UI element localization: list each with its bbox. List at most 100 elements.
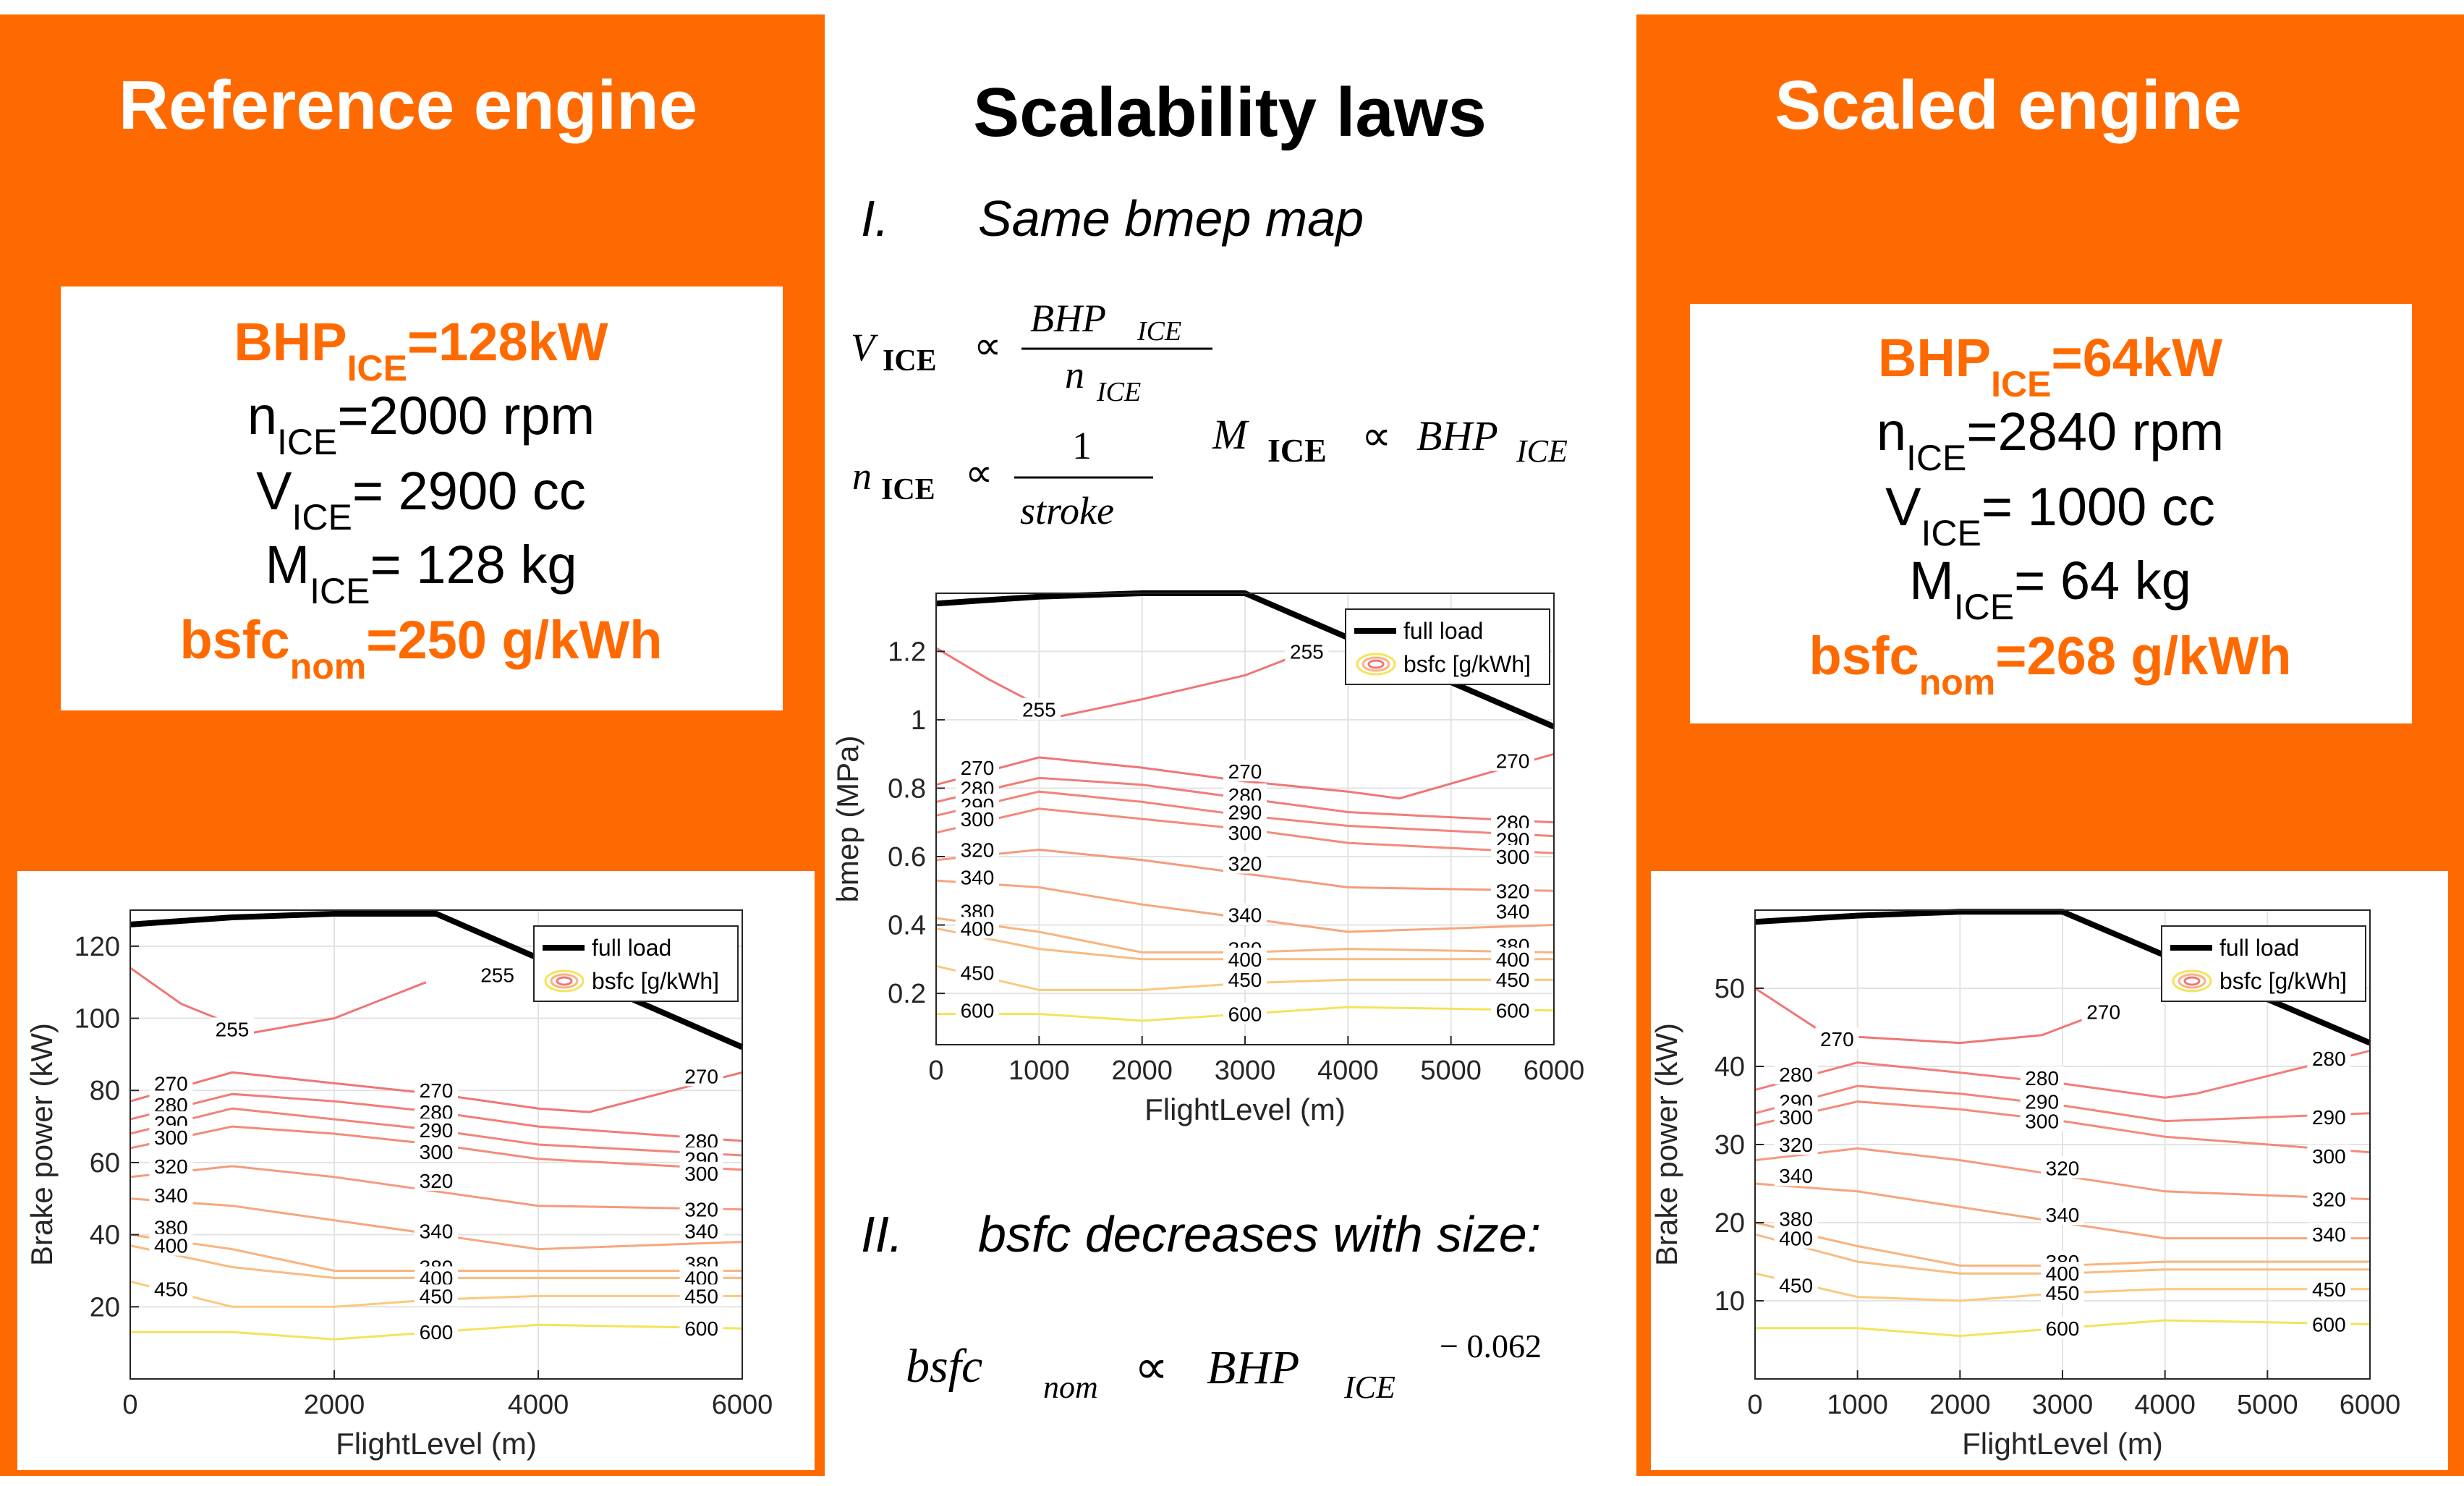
- x-tick-label: 2000: [1111, 1056, 1173, 1086]
- contour-label: 600: [1228, 1003, 1262, 1025]
- contour-label: 290: [2312, 1106, 2346, 1129]
- contour-label: 320: [684, 1199, 718, 1221]
- legend-bsfc-label: bsfc [g/kWh]: [1403, 651, 1531, 677]
- contour-label-background: [1774, 1207, 1818, 1229]
- contour-label-background: [1491, 749, 1535, 771]
- left-m-sub: ICE: [310, 571, 370, 611]
- y-axis-label: Brake power (kW): [1649, 1023, 1683, 1266]
- contour-label-background: [2081, 1000, 2125, 1022]
- x-tick-label: 0: [122, 1390, 137, 1420]
- contour-label-background: [2307, 1187, 2351, 1210]
- right-bhp-line: BHPICE=64kW: [1878, 328, 2222, 404]
- right-m-sub: ICE: [1954, 587, 2014, 627]
- left-bsfc-base: bsfc: [180, 610, 290, 670]
- contour-label-background: [415, 1079, 458, 1101]
- y-tick-label: 120: [75, 932, 120, 962]
- left-n-value: =2000 rpm: [337, 386, 595, 446]
- contour-label: 270: [1496, 750, 1530, 773]
- contour-label: 320: [154, 1155, 188, 1178]
- contour-label-background: [955, 998, 999, 1021]
- contour-label: 320: [2046, 1157, 2080, 1179]
- contour-label-background: [1774, 1164, 1818, 1186]
- right-n-value: =2840 rpm: [1966, 402, 2224, 462]
- left-bhp-base: BHP: [234, 312, 347, 372]
- right-spec-box: [1690, 304, 2412, 723]
- right-spec-lines: BHPICE=64kW nICE=2840 rpm VICE= 1000 cc …: [1809, 328, 2292, 702]
- x-tick-label: 4000: [508, 1390, 569, 1420]
- contour-label-background: [415, 1139, 458, 1162]
- contour-label: 400: [1779, 1228, 1813, 1250]
- volume-lhs: V: [851, 326, 879, 369]
- contour-label: 300: [1228, 822, 1262, 844]
- left-bhp-line: BHPICE=128kW: [234, 312, 608, 389]
- contour-label: 290: [2025, 1091, 2059, 1113]
- bsfc-contour-340: [129, 1197, 743, 1251]
- contour-label-background: [415, 1219, 458, 1241]
- legend-bsfc-swatch-outer: [2172, 969, 2212, 993]
- legend-full-load-label: full load: [1403, 618, 1483, 644]
- legend-bsfc-swatch-middle: [550, 973, 579, 989]
- left-m-value: = 128 kg: [370, 535, 577, 595]
- contour-label: 270: [684, 1065, 718, 1087]
- contour-label: 600: [961, 1000, 995, 1022]
- contour-label-background: [475, 963, 519, 985]
- contour-label-background: [149, 1234, 193, 1256]
- y-tick-label: 0.6: [888, 842, 926, 873]
- contour-label: 340: [1496, 901, 1530, 923]
- y-axis-label: Brake power (kW): [25, 1023, 59, 1266]
- contour-label-background: [955, 838, 999, 860]
- contour-label: 400: [2046, 1262, 2080, 1285]
- contour-label-background: [2307, 1223, 2351, 1245]
- contour-label-background: [149, 1126, 193, 1148]
- right-bhp-sub: ICE: [1991, 364, 2051, 404]
- law-2-text: bsfc decreases with size:: [978, 1206, 1541, 1262]
- legend-bsfc-swatch-inner: [556, 976, 573, 986]
- bsfc-contour-320: [935, 848, 1555, 892]
- y-tick-label: 0.8: [888, 773, 926, 804]
- left-bsfc-value: =250 g/kWh: [366, 610, 662, 670]
- bsfc-contour-380: [935, 917, 1555, 954]
- left-v-line: VICE= 2900 cc: [256, 461, 586, 538]
- contour-label-background: [1491, 998, 1535, 1021]
- contour-label-background: [211, 1017, 254, 1040]
- contour-label: 320: [1228, 852, 1262, 875]
- contour-label: 400: [1228, 948, 1262, 971]
- bsfc-contour-380: [1754, 1221, 2370, 1267]
- y-tick-label: 20: [90, 1292, 120, 1322]
- bsfc-contour-600: [936, 1006, 1555, 1022]
- left-bsfc-sub: nom: [290, 646, 367, 687]
- y-tick-label: 20: [1715, 1208, 1745, 1239]
- contour-label-background: [955, 961, 999, 983]
- left-v-value: = 2900 cc: [352, 461, 586, 521]
- left-n-line: nICE=2000 rpm: [247, 386, 595, 462]
- x-tick-label: 2000: [304, 1390, 365, 1420]
- volume-numerator: BHP: [1030, 297, 1106, 340]
- contour-label: 340: [154, 1184, 188, 1207]
- contour-label-background: [679, 1219, 723, 1241]
- right-v-base: V: [1885, 477, 1921, 537]
- contour-label: 450: [154, 1278, 188, 1300]
- y-tick-label: 40: [90, 1220, 120, 1251]
- volume-denominator: n: [1065, 353, 1084, 396]
- contour-label: 340: [2312, 1223, 2346, 1246]
- contour-label-background: [2307, 1145, 2351, 1167]
- contour-label: 255: [1022, 699, 1056, 721]
- contour-label-background: [2307, 1105, 2351, 1128]
- speed-denominator: stroke: [1020, 489, 1114, 532]
- legend-bsfc-swatch-inner: [1367, 659, 1385, 669]
- contour-label: 450: [1496, 969, 1530, 991]
- contour-label: 270: [2086, 1001, 2120, 1023]
- contour-label: 600: [420, 1321, 454, 1343]
- y-axis-label: bmep (MPa): [830, 735, 864, 902]
- contour-label-background: [149, 1183, 193, 1205]
- y-tick-label: 30: [1715, 1130, 1745, 1160]
- bsfc-contour-290: [129, 1107, 743, 1157]
- contour-label: 600: [2046, 1317, 2080, 1340]
- contour-label-background: [1491, 947, 1535, 969]
- contour-label: 450: [1228, 969, 1262, 991]
- legend-bsfc-label: bsfc [g/kWh]: [2219, 968, 2347, 994]
- contour-label-background: [149, 1071, 193, 1094]
- contour-label: 400: [961, 917, 995, 940]
- contour-label-background: [149, 1277, 193, 1299]
